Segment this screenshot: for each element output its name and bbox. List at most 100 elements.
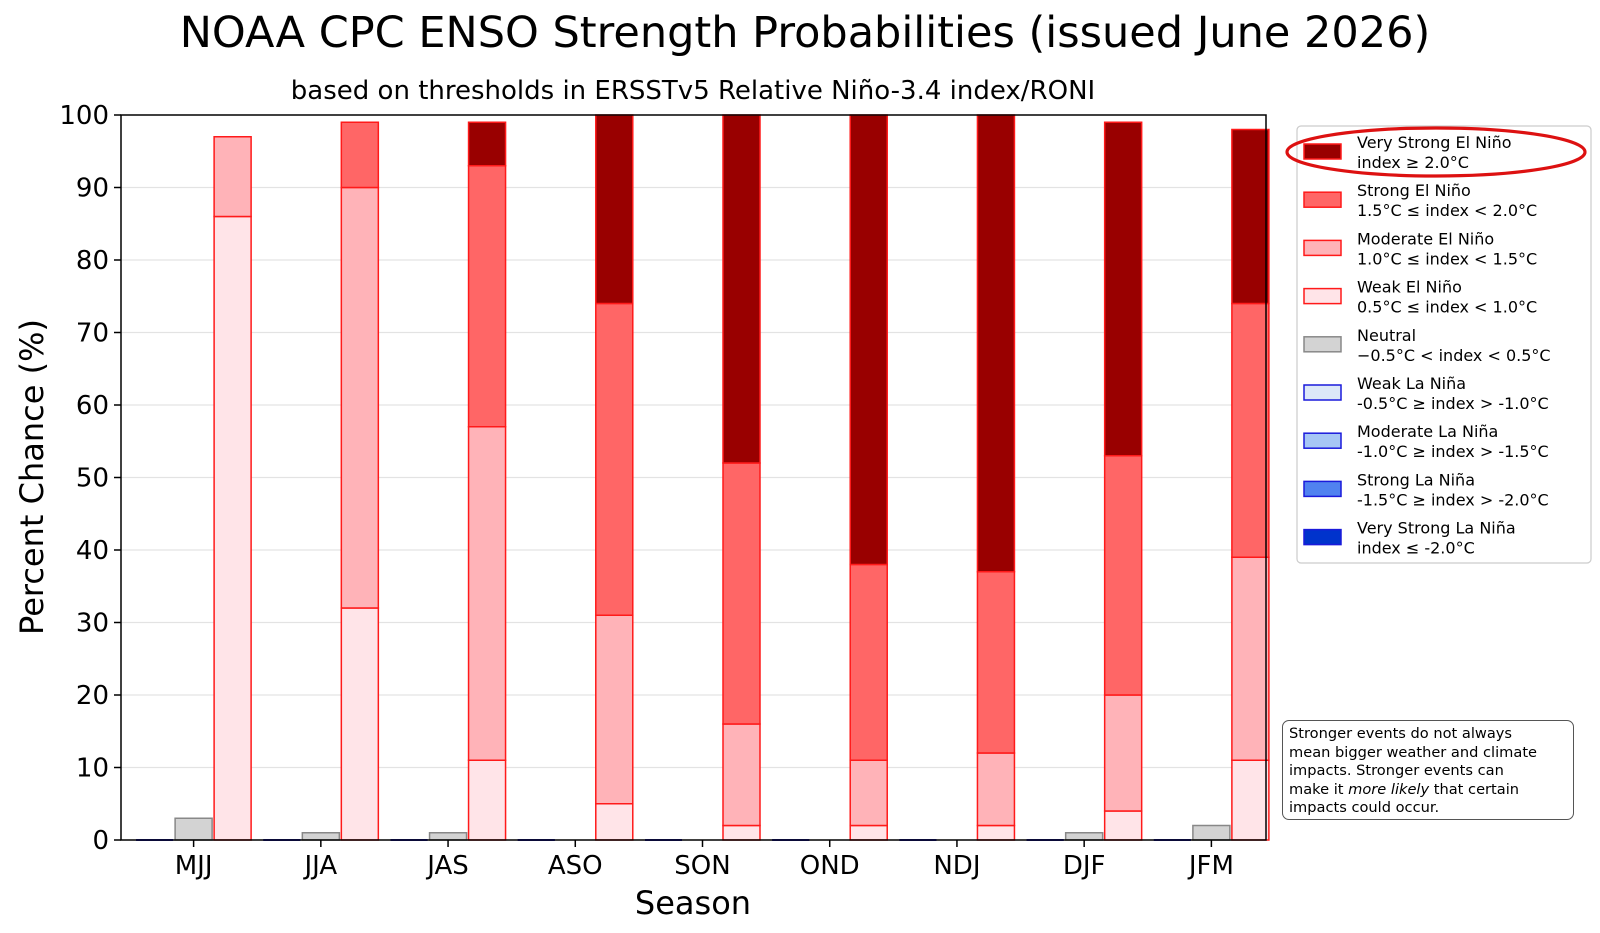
bar-el-nino-segment	[1103, 455, 1143, 696]
bar-neutral	[428, 832, 468, 841]
x-tick-label: JFM	[1187, 851, 1234, 881]
bar-el-nino-segment	[1103, 694, 1143, 812]
note-box: Stronger events do not always mean bigger…	[1282, 720, 1574, 820]
bar-el-nino-segment	[340, 121, 380, 189]
x-tick-label: SON	[674, 851, 730, 881]
bar-el-nino-segment	[976, 824, 1016, 841]
grid-lines	[121, 186, 1266, 769]
bar-el-nino-segment	[467, 426, 507, 761]
legend-sublabel: -1.0°C ≥ index > -1.5°C	[1357, 442, 1549, 461]
legend-swatch	[1303, 239, 1342, 257]
bar-el-nino-segment	[722, 114, 761, 464]
legend-sublabel: -1.5°C ≥ index > -2.0°C	[1357, 490, 1549, 509]
note-line-4-post: that certain	[1429, 780, 1520, 798]
bar-el-nino-segment	[976, 114, 1016, 573]
bar-neutral	[301, 832, 341, 841]
bar-el-nino-segment	[595, 114, 634, 305]
bar-el-nino-segment	[1231, 556, 1270, 761]
bar-el-nino-segment	[467, 165, 507, 428]
note-line-3: impacts. Stronger events can	[1289, 762, 1504, 779]
bar-el-nino-segment	[467, 759, 507, 841]
legend-swatch	[1303, 191, 1342, 208]
y-tick-label: 60	[76, 391, 109, 421]
bar-el-nino-segment	[213, 215, 252, 841]
x-axis: MJJ JJA JAS ASO SON OND NDJ DJF JFM	[175, 840, 1234, 881]
bar-el-nino-segment	[849, 114, 888, 566]
legend-swatch	[1303, 143, 1342, 160]
bar-el-nino-segment	[1231, 128, 1270, 305]
y-axis: 0 10 20 30 40 50 60 70 80 90 100	[59, 101, 121, 856]
y-tick-label: 50	[76, 464, 109, 494]
legend-sublabel: −0.5°C < index < 0.5°C	[1357, 346, 1551, 365]
legend-label: Weak El Niño	[1357, 278, 1462, 297]
bar-el-nino-segment	[722, 824, 761, 841]
legend-label: Moderate La Niña	[1357, 422, 1498, 441]
y-tick-label: 0	[92, 826, 109, 856]
bar-el-nino-segment	[849, 824, 888, 841]
x-tick-label: JAS	[425, 851, 469, 881]
y-tick-label: 40	[76, 536, 109, 566]
x-tick-label: NDJ	[933, 851, 980, 881]
bar-el-nino-segment	[722, 462, 761, 725]
legend-label: Strong El Niño	[1357, 181, 1471, 200]
bar-neutral	[174, 817, 213, 841]
bar-el-nino-segment	[595, 614, 634, 805]
note-line-4-pre: make it	[1289, 780, 1349, 798]
legend-swatch	[1303, 336, 1342, 353]
bar-el-nino-segment	[849, 759, 888, 827]
y-tick-label: 80	[76, 246, 109, 276]
bar-neutral	[1064, 832, 1104, 841]
note-line-1: Stronger events do not always	[1289, 725, 1513, 742]
legend-sublabel: -0.5°C ≥ index > -1.0°C	[1357, 394, 1549, 413]
bars	[136, 114, 1270, 841]
legend-frame	[1296, 125, 1592, 564]
y-axis-title: Percent Chance (%)	[13, 319, 51, 635]
legend-swatch	[1303, 287, 1342, 305]
legend-sublabel: index ≤ -2.0°C	[1357, 539, 1475, 558]
x-tick-label: DJF	[1063, 851, 1106, 881]
bar-el-nino-segment	[1231, 302, 1270, 558]
bar-el-nino-segment	[213, 136, 252, 218]
legend-label: Very Strong El Niño	[1357, 133, 1512, 152]
y-tick-label: 70	[76, 319, 109, 349]
x-tick-label: JJA	[302, 851, 337, 881]
legend-sublabel: index ≥ 2.0°C	[1357, 153, 1469, 172]
x-tick-label: MJJ	[175, 851, 213, 881]
bar-el-nino-segment	[976, 571, 1016, 754]
bar-el-nino-segment	[1103, 810, 1143, 841]
legend-label: Strong La Niña	[1357, 470, 1475, 489]
legend-sublabel: 1.0°C ≤ index < 1.5°C	[1357, 249, 1537, 268]
legend-sublabel: 0.5°C ≤ index < 1.0°C	[1357, 298, 1537, 317]
bar-el-nino-segment	[595, 803, 634, 841]
y-tick-label: 10	[76, 754, 109, 784]
bar-el-nino-segment	[467, 121, 507, 167]
legend-sublabel: 1.5°C ≤ index < 2.0°C	[1357, 201, 1537, 220]
y-tick-label: 90	[76, 174, 109, 204]
note-line-2: mean bigger weather and climate	[1289, 743, 1538, 761]
x-axis-title: Season	[635, 884, 751, 922]
bar-el-nino-segment	[722, 723, 761, 827]
legend-swatch	[1303, 480, 1342, 498]
bar-neutral	[1192, 824, 1231, 841]
bar-el-nino-segment	[340, 186, 380, 609]
bar-el-nino-segment	[1103, 121, 1143, 457]
bar-el-nino-segment	[340, 607, 380, 841]
legend-swatch	[1303, 528, 1342, 546]
y-tick-label: 30	[76, 609, 109, 639]
bar-el-nino-segment	[1231, 759, 1270, 841]
chart-title: NOAA CPC ENSO Strength Probabilities (is…	[179, 8, 1431, 58]
legend-swatch	[1303, 432, 1342, 449]
x-tick-label: OND	[800, 851, 860, 881]
bar-el-nino-segment	[976, 752, 1016, 827]
bar-el-nino-segment	[849, 563, 888, 761]
legend-label: Moderate El Niño	[1357, 229, 1494, 248]
highlight-ellipse	[1285, 126, 1587, 178]
note-line-5: impacts could occur.	[1289, 799, 1440, 816]
legend-swatch	[1303, 384, 1342, 401]
x-tick-label: ASO	[548, 851, 603, 881]
y-tick-label: 100	[59, 101, 109, 131]
legend-label: Neutral	[1357, 326, 1416, 345]
bar-el-nino-segment	[595, 302, 634, 616]
